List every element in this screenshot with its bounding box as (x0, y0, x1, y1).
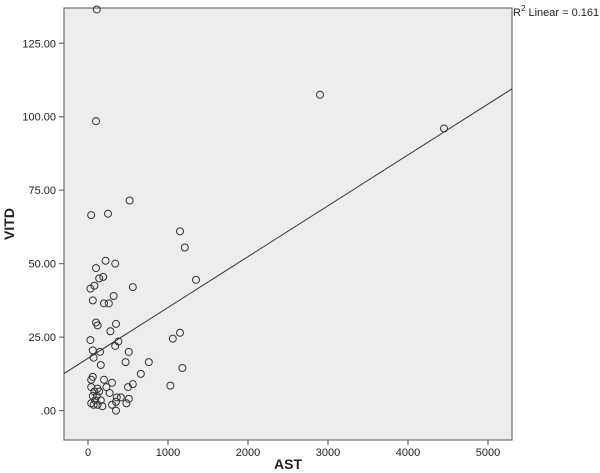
data-point (136, 369, 145, 378)
data-point (176, 227, 184, 236)
data-point (100, 299, 108, 308)
data-point (112, 406, 120, 415)
data-point (112, 393, 121, 402)
data-point (96, 347, 104, 356)
data-point (166, 381, 175, 390)
data-point (128, 283, 137, 292)
data-point (124, 383, 132, 392)
data-point (112, 319, 120, 328)
data-point (86, 336, 95, 345)
x-tick-label: 2000 (236, 447, 260, 459)
data-point (104, 209, 112, 218)
x-tick-label: 3000 (316, 447, 340, 459)
data-point (92, 5, 101, 14)
data-point (168, 334, 177, 343)
data-point (104, 299, 113, 308)
data-point (176, 328, 184, 337)
data-point (87, 211, 96, 220)
data-point (106, 327, 115, 336)
y-tick-label: 100.00 (22, 112, 56, 124)
data-point (92, 264, 100, 273)
data-point (95, 274, 104, 283)
y-axis: .00 25.00 50.00 75.00 100.00 125.00 (22, 38, 64, 418)
data-point (112, 397, 120, 406)
data-point (88, 296, 97, 305)
data-point (122, 399, 131, 408)
data-point (96, 361, 105, 370)
data-point (192, 275, 200, 284)
y-tick-label: 75.00 (28, 185, 56, 197)
data-point (121, 358, 130, 367)
data-point (95, 387, 104, 396)
data-point (93, 400, 102, 409)
x-tick-label: 5000 (476, 447, 500, 459)
data-point (108, 378, 116, 387)
data-point (90, 387, 99, 396)
data-point (108, 400, 116, 409)
x-tick-label: 4000 (396, 447, 420, 459)
data-point (89, 400, 98, 409)
data-point (92, 117, 100, 126)
data-point (98, 402, 107, 411)
x-tick-label: 0 (85, 447, 91, 459)
data-point (316, 90, 324, 99)
data-point (111, 259, 120, 268)
data-point (178, 364, 187, 372)
x-axis: 0 1000 2000 3000 4000 5000 (85, 440, 500, 459)
y-tick-label: .00 (41, 406, 56, 418)
data-point (100, 375, 108, 384)
data-point (92, 391, 101, 400)
data-point (109, 292, 118, 300)
data-point (144, 358, 153, 367)
r2-label: R2 Linear = 0.161 (513, 4, 599, 19)
data-point (91, 396, 100, 405)
data-point (111, 341, 120, 350)
y-axis-title: VITD (1, 208, 17, 240)
data-points (86, 5, 448, 415)
data-point (90, 281, 99, 290)
data-point (99, 272, 108, 281)
data-point (180, 243, 189, 252)
data-point (86, 284, 95, 293)
data-point (89, 353, 98, 362)
data-point (105, 388, 114, 397)
data-point (88, 391, 97, 400)
y-tick-label: 125.00 (22, 38, 56, 50)
data-point (116, 393, 125, 402)
x-axis-title: AST (274, 456, 302, 472)
data-point (101, 256, 110, 265)
data-point (124, 347, 133, 356)
x-tick-label: 1000 (156, 447, 180, 459)
data-point (125, 196, 134, 205)
data-point (440, 124, 448, 133)
data-point (93, 321, 102, 330)
y-tick-label: 25.00 (28, 332, 56, 344)
linear-fit-line (63, 88, 513, 375)
plot-area (63, 7, 513, 441)
y-tick-label: 50.00 (28, 259, 56, 271)
data-point (124, 394, 133, 403)
